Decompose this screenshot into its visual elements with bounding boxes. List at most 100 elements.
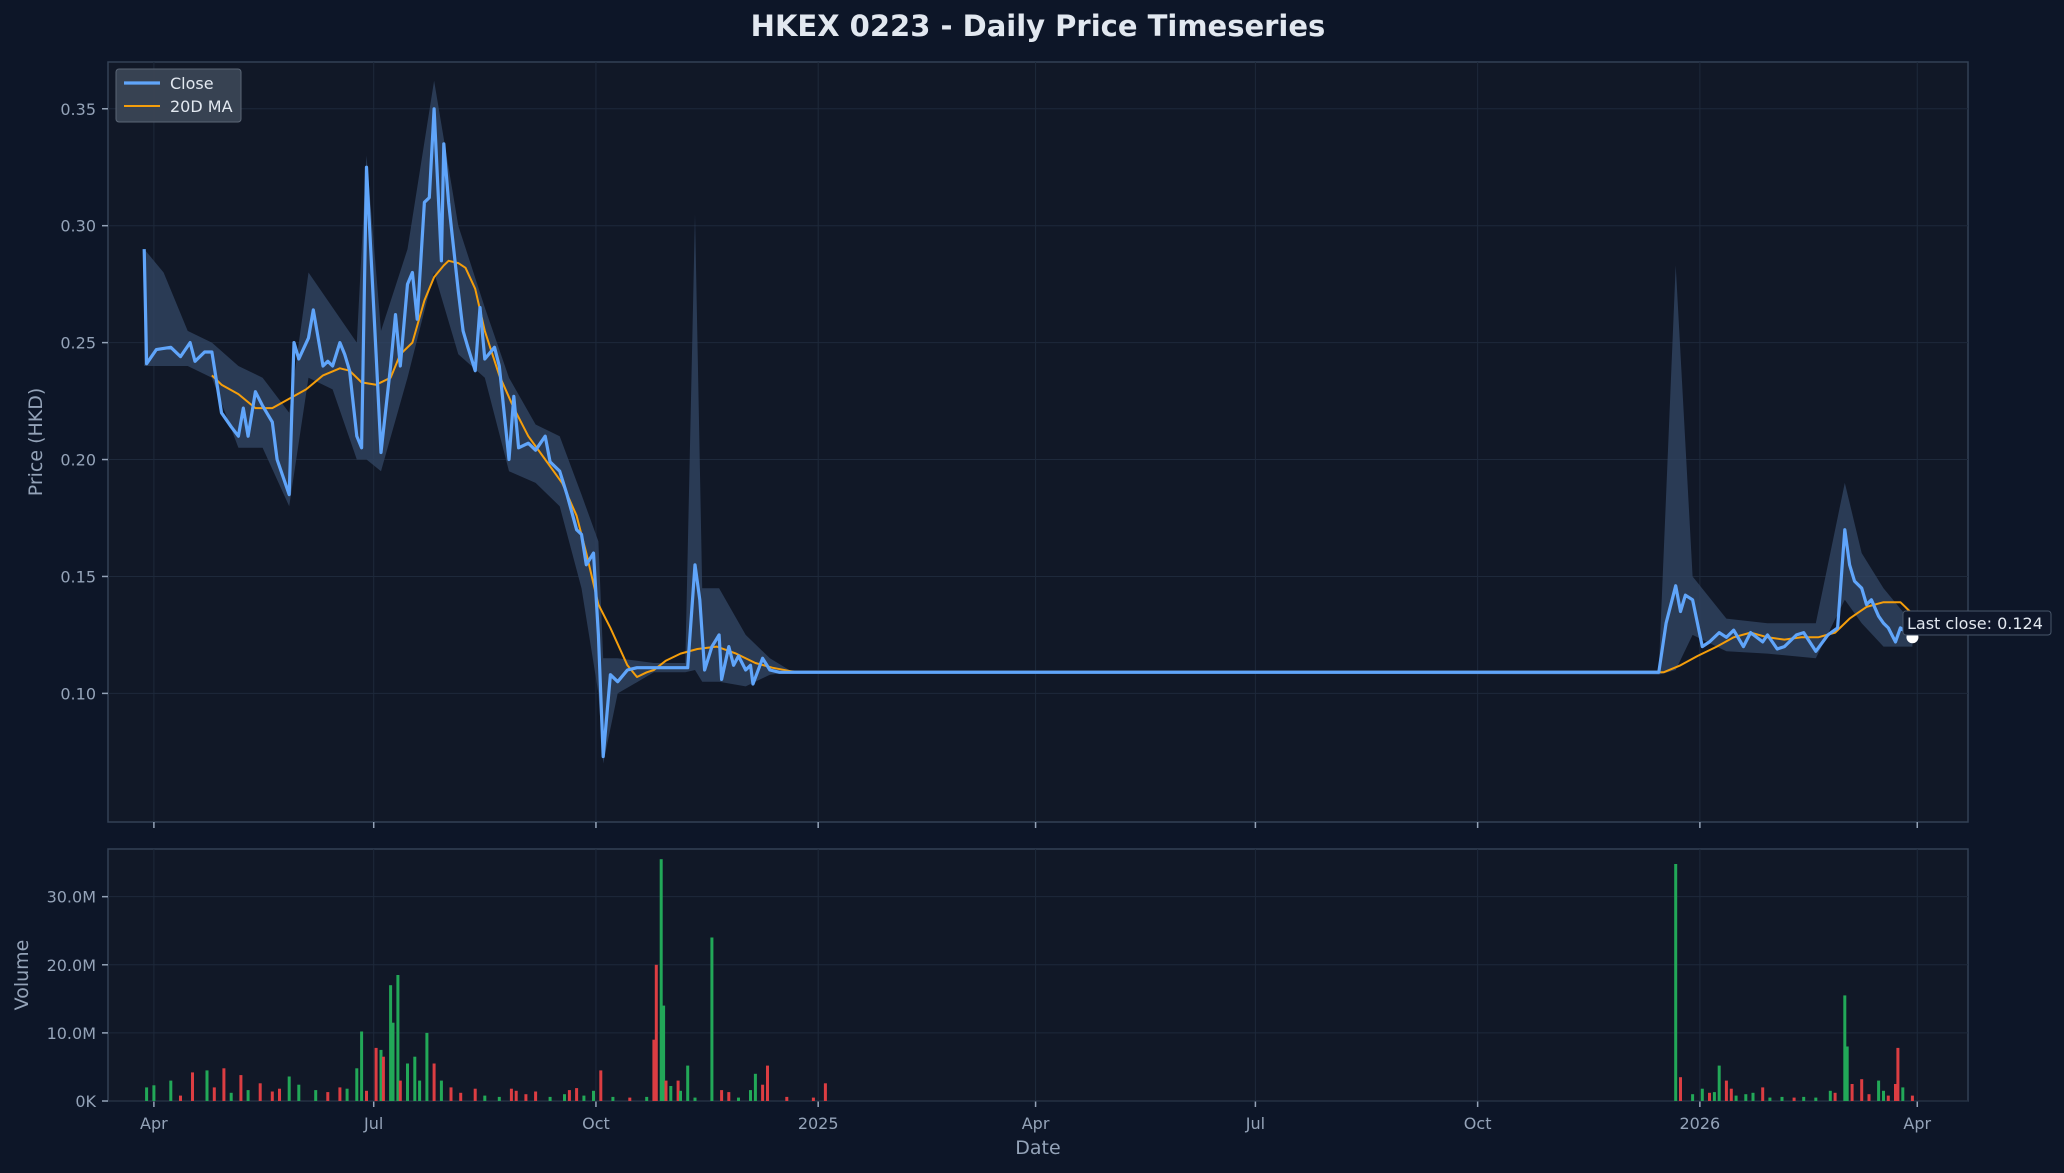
volume-bar <box>1780 1096 1784 1101</box>
volume-bar <box>1828 1090 1832 1101</box>
volume-bar <box>1867 1094 1871 1101</box>
volume-bar <box>1712 1092 1716 1101</box>
volume-bar <box>567 1090 571 1101</box>
volume-bar <box>439 1080 443 1101</box>
volume-bar <box>1845 1046 1849 1101</box>
volume-bar <box>1792 1097 1796 1101</box>
volume-bar <box>205 1070 209 1101</box>
volume-bar <box>662 1005 666 1101</box>
volume-bar <box>287 1076 291 1101</box>
volume-bar <box>1802 1096 1806 1101</box>
volume-bar <box>1910 1095 1914 1101</box>
volume-bar <box>1901 1087 1905 1101</box>
volume-bar <box>664 1080 668 1101</box>
price-y-tick-label: 0.35 <box>60 100 96 119</box>
volume-bar <box>379 1049 383 1101</box>
volume-bar <box>628 1097 632 1101</box>
volume-bar <box>720 1090 724 1101</box>
volume-bar <box>1894 1084 1897 1101</box>
volume-bar <box>1717 1065 1721 1101</box>
volume-bar <box>1833 1092 1837 1101</box>
volume-bar <box>823 1083 827 1101</box>
volume-bar <box>645 1096 649 1101</box>
volume-bar <box>497 1096 501 1101</box>
volume-bar <box>365 1090 368 1101</box>
volume-bar <box>396 975 400 1101</box>
volume-bar <box>524 1094 528 1101</box>
volume-bar <box>145 1087 149 1101</box>
volume-bar <box>389 985 393 1101</box>
price-y-tick-label: 0.15 <box>60 567 96 586</box>
volume-bar <box>686 1065 690 1101</box>
volume-bar <box>509 1088 513 1101</box>
volume-bar <box>418 1080 422 1101</box>
volume-bar <box>229 1092 233 1101</box>
x-tick-label: 2026 <box>1680 1114 1721 1133</box>
volume-y-tick-label: 30.0M <box>47 888 96 907</box>
volume-bar <box>1708 1092 1711 1101</box>
volume-bar <box>727 1092 731 1101</box>
volume-bar <box>338 1087 342 1101</box>
volume-bar <box>654 964 658 1101</box>
volume-bar <box>483 1095 487 1101</box>
volume-bar <box>693 1097 697 1101</box>
volume-bar <box>449 1087 453 1101</box>
volume-bar <box>1734 1095 1738 1101</box>
volume-bar <box>355 1068 359 1101</box>
volume-bar <box>1761 1087 1765 1101</box>
volume-bar <box>391 1022 395 1101</box>
volume-y-tick-label: 0K <box>75 1092 96 1111</box>
close-price-line <box>142 107 1914 759</box>
volume-bar <box>1882 1090 1885 1101</box>
x-tick-label: Apr <box>140 1114 168 1133</box>
volume-bar <box>1691 1094 1695 1101</box>
volume-y-tick-label: 10.0M <box>47 1024 96 1043</box>
volume-bar <box>1843 995 1847 1101</box>
volume-bar <box>611 1096 615 1101</box>
volume-bar <box>258 1083 262 1101</box>
volume-bar <box>1751 1092 1755 1101</box>
price-y-tick-label: 0.30 <box>60 217 96 236</box>
x-axis-label: Date <box>1015 1137 1060 1159</box>
volume-bar <box>652 1039 656 1101</box>
volume-bar <box>676 1080 680 1101</box>
x-tick-label: Apr <box>1903 1114 1931 1133</box>
volume-bar <box>669 1086 673 1101</box>
volume-panel <box>107 848 1969 1102</box>
volume-bar <box>514 1090 518 1101</box>
volume-bar <box>811 1097 815 1101</box>
volume-bar <box>1674 864 1678 1101</box>
volume-bar <box>270 1091 274 1101</box>
volume-bar <box>1768 1097 1772 1101</box>
volume-bar <box>753 1073 757 1101</box>
x-tick-label: Oct <box>1464 1114 1492 1133</box>
volume-bar <box>575 1088 579 1101</box>
price-y-tick-label: 0.20 <box>60 451 96 470</box>
volume-bar <box>1744 1094 1748 1101</box>
volume-bar <box>1886 1095 1890 1101</box>
volume-bar <box>592 1090 595 1101</box>
volume-bar <box>1729 1088 1733 1101</box>
volume-bar <box>413 1056 417 1101</box>
volume-bar <box>152 1085 156 1101</box>
volume-bar <box>360 1031 364 1101</box>
volume-bar <box>563 1094 566 1101</box>
volume-bar <box>246 1090 250 1101</box>
volume-bar <box>398 1080 402 1101</box>
volume-bar <box>169 1080 173 1101</box>
volume-y-axis-label: Volume <box>11 940 33 1011</box>
chart-legend: Close 20D MA <box>115 68 242 123</box>
volume-bar <box>1860 1079 1864 1101</box>
x-tick-label: Oct <box>582 1114 610 1133</box>
x-tick-label: Jul <box>363 1114 383 1133</box>
volume-bar <box>314 1090 318 1101</box>
volume-bar <box>179 1095 182 1101</box>
chart-title: HKEX 0223 - Daily Price Timeseries <box>751 9 1326 43</box>
volume-bar <box>278 1088 281 1101</box>
annotation-box <box>1902 610 2052 636</box>
volume-bar <box>1700 1088 1704 1101</box>
volume-bar <box>406 1063 409 1101</box>
volume-bar <box>222 1068 226 1101</box>
